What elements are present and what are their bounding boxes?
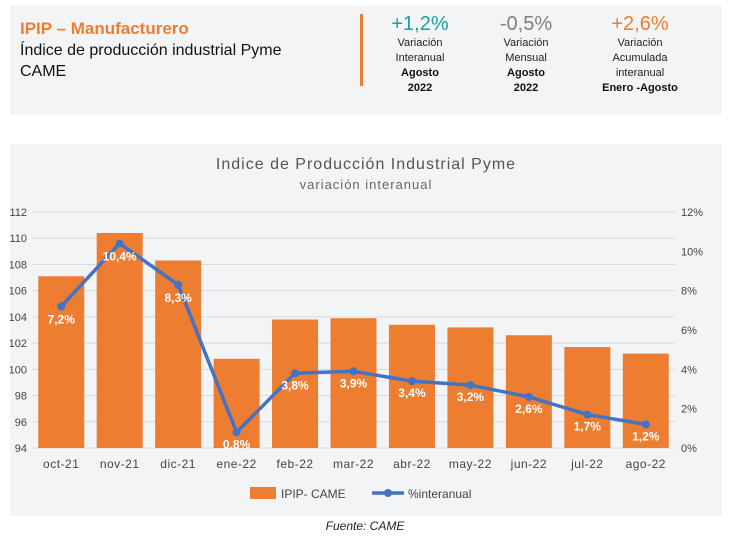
data-label: 10,4% — [103, 249, 137, 263]
y-right-tick-label: 10% — [681, 246, 703, 258]
kpi-interanual: +1,2% Variación Interanual Agosto 2022 — [382, 12, 458, 96]
y-left-tick-label: 102 — [10, 338, 27, 350]
data-label: 3,9% — [340, 376, 368, 390]
kpi-value: -0,5% — [499, 13, 553, 35]
y-right-tick-label: 4% — [681, 364, 697, 376]
header-title: IPIP – Manufacturero — [20, 19, 189, 38]
chart-title: Indice de Producción Industrial Pyme — [215, 156, 517, 173]
x-tick-label: jul-22 — [570, 457, 603, 471]
chart-panel: Indice de Producción Industrial Pyme var… — [10, 144, 722, 516]
y-right-tick-label: 2% — [681, 404, 697, 416]
kpi-period: 2022 — [513, 82, 539, 94]
bar — [272, 319, 319, 448]
line-point — [407, 377, 416, 386]
line-point — [583, 410, 592, 419]
header-subtitle-2: CAME — [20, 63, 67, 80]
y-right-tick-label: 0% — [681, 443, 697, 455]
x-tick-label: oct-21 — [43, 457, 79, 471]
legend-marker — [384, 489, 392, 497]
data-label: 8,3% — [164, 291, 192, 305]
kpi-acumulada: +2,6% Variación Acumulada interanual Ene… — [590, 12, 690, 96]
x-tick-label: abr-22 — [393, 457, 431, 471]
y-left-tick-label: 112 — [10, 207, 27, 219]
x-tick-label: nov-21 — [100, 457, 140, 471]
bar — [96, 232, 143, 448]
data-label: 3,4% — [398, 386, 426, 400]
data-label: 3,2% — [457, 390, 485, 404]
divider — [360, 14, 363, 86]
bar — [505, 335, 552, 448]
combo-chart: 94 96 98 100 102 104 106 108 110 112 0% 2% 4% 6% 8% 10%… — [10, 207, 703, 501]
y-left-tick-label: 100 — [10, 364, 27, 376]
x-tick-label: may-22 — [449, 457, 492, 471]
line-point — [115, 239, 124, 248]
line-point — [57, 302, 66, 311]
y-left-tick-label: 96 — [15, 417, 27, 429]
kpi-period: Agosto — [507, 67, 545, 79]
x-tick-label: jun-22 — [510, 457, 547, 471]
line-point — [232, 428, 241, 437]
kpi-period: Agosto — [401, 67, 439, 79]
line-point — [524, 392, 533, 401]
header-panel: IPIP – Manufacturero Índice de producció… — [10, 6, 722, 114]
bar — [622, 353, 669, 448]
y-left-tick-label: 94 — [15, 443, 27, 455]
y-right-tick-label: 8% — [681, 286, 697, 298]
y-right-tick-label: 6% — [681, 325, 697, 337]
kpi-label: Mensual — [505, 52, 547, 64]
y-left-tick-label: 108 — [10, 259, 27, 271]
line-point — [291, 369, 300, 378]
x-tick-label: mar-22 — [333, 457, 374, 471]
kpi-value: +2,6% — [611, 13, 669, 35]
legend-swatch-bars — [250, 487, 276, 499]
line-point — [174, 280, 183, 289]
kpi-period: Enero -Agosto — [602, 82, 678, 94]
source-note: Fuente: CAME — [325, 519, 405, 533]
legend-label: %interanual — [408, 487, 471, 501]
y-left-tick-label: 104 — [10, 312, 27, 324]
kpi-label: Acumulada — [612, 52, 668, 64]
legend-label: IPIP- CAME — [281, 487, 346, 501]
kpi-label: Variación — [617, 37, 663, 49]
kpi-label: Variación — [503, 37, 549, 49]
brand-block: IPIP – Manufacturero Índice de producció… — [20, 18, 281, 82]
bar — [38, 276, 85, 448]
kpi-period: 2022 — [407, 82, 433, 94]
y-left-tick-label: 106 — [10, 286, 27, 298]
line-point — [466, 381, 475, 390]
kpi-label: interanual — [615, 67, 665, 79]
chart-subtitle: variación interanual — [299, 177, 433, 192]
line-point — [349, 367, 358, 376]
data-label: 1,2% — [632, 429, 660, 443]
kpi-label: Variación — [397, 37, 443, 49]
data-label: 7,2% — [48, 312, 76, 326]
data-label: 3,8% — [281, 378, 309, 392]
bar — [388, 324, 435, 448]
bar — [330, 318, 377, 448]
kpi-value: +1,2% — [391, 13, 449, 35]
header-subtitle: Índice de producción industrial Pyme — [20, 42, 282, 59]
x-tick-label: dic-21 — [160, 457, 196, 471]
kpi-mensual: -0,5% Variación Mensual Agosto 2022 — [488, 12, 564, 96]
x-tick-label: ene-22 — [216, 457, 256, 471]
kpi-label: Interanual — [395, 52, 445, 64]
y-left-tick-label: 110 — [10, 233, 27, 245]
x-tick-label: feb-22 — [277, 457, 314, 471]
data-label: 0,8% — [223, 437, 251, 451]
bar — [155, 260, 202, 448]
x-tick-label: ago-22 — [626, 457, 666, 471]
y-left-tick-label: 98 — [15, 391, 27, 403]
data-label: 2,6% — [515, 402, 543, 416]
line-point — [641, 420, 650, 429]
bar — [564, 347, 611, 448]
data-label: 1,7% — [574, 420, 602, 434]
y-right-tick-label: 12% — [681, 207, 703, 219]
